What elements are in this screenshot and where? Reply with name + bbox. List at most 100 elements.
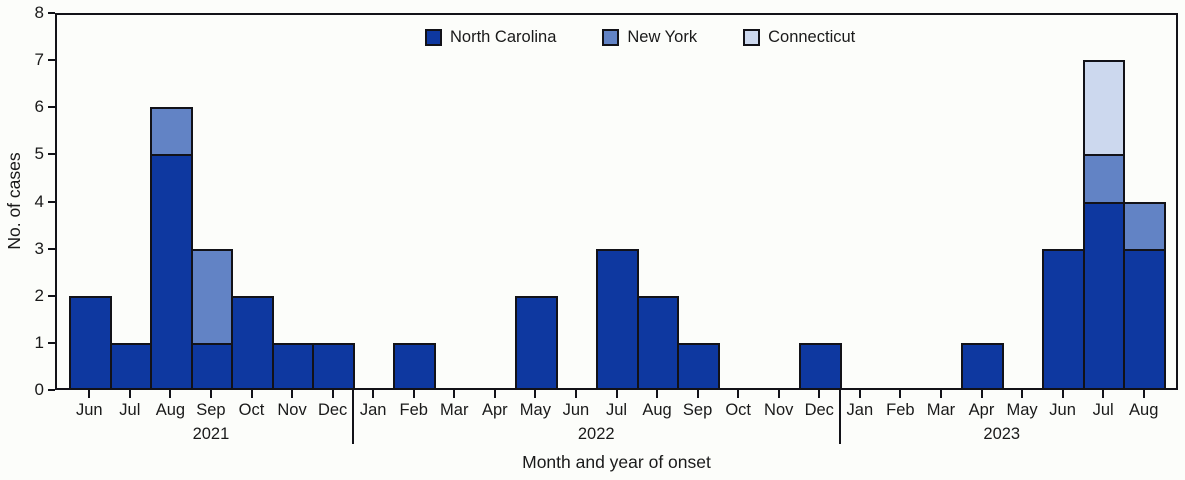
x-axis-tick (574, 390, 577, 398)
bar-segment-connecticut (1082, 60, 1126, 157)
bar-segment-north-carolina (636, 295, 680, 390)
y-tick-label: 1 (34, 332, 44, 352)
x-axis-tick (1142, 390, 1145, 398)
x-tick-label: Jul (1092, 401, 1114, 419)
x-axis-tick (331, 390, 334, 398)
x-axis-tick (1102, 390, 1105, 398)
legend-swatch-icon (743, 29, 761, 46)
bar-segment-new-york (190, 248, 234, 345)
y-axis-tick (48, 341, 55, 344)
y-tick-label: 2 (34, 285, 44, 305)
x-tick-label: Dec (317, 401, 348, 419)
y-tick-label: 4 (34, 191, 44, 211)
x-tick-label: Aug (1129, 401, 1159, 419)
x-axis-tick (534, 390, 537, 398)
y-tick-label: 3 (34, 238, 44, 258)
bar-segment-north-carolina (150, 154, 193, 390)
legend-item-new-york: New York (602, 28, 697, 47)
x-tick-label: Sep (682, 401, 713, 419)
x-axis-tick (1061, 390, 1064, 398)
x-axis-tick (372, 390, 375, 398)
bar-segment-north-carolina (1042, 248, 1085, 390)
y-tick-label: 7 (34, 50, 44, 70)
x-tick-label: Jul (605, 401, 628, 419)
x-axis-tick (453, 390, 456, 398)
y-tick-label: 8 (34, 3, 44, 22)
x-axis-tick (291, 390, 294, 398)
x-axis-tick (939, 390, 942, 398)
x-axis-tick (777, 390, 780, 398)
x-axis-tick (696, 390, 699, 398)
year-label: 2023 (983, 425, 1021, 443)
y-axis-tick (48, 106, 55, 109)
x-tick-label: Oct (238, 401, 265, 419)
x-axis-tick (169, 390, 172, 398)
bar-segment-north-carolina (1123, 248, 1166, 390)
y-axis-tick (48, 294, 55, 297)
x-axis-tick (858, 390, 861, 398)
x-tick-label: May (519, 401, 551, 419)
x-tick-label: Jan (846, 401, 874, 419)
x-tick-label: Aug (642, 401, 672, 419)
x-tick-label: Oct (725, 401, 751, 419)
x-tick-label: Jul (119, 401, 141, 419)
legend-item-north-carolina: North Carolina (425, 28, 556, 47)
y-axis-tick (48, 389, 55, 391)
x-tick-label: Sep (196, 401, 226, 419)
bar-segment-north-carolina (271, 342, 315, 390)
x-tick-label: Aug (155, 401, 186, 419)
bar-segment-north-carolina (961, 342, 1004, 390)
x-tick-label: Mar (926, 401, 956, 419)
x-tick-label: Jun (1049, 401, 1076, 419)
bar-segment-north-carolina (69, 295, 112, 390)
x-tick-label: Dec (804, 401, 834, 419)
bar-segment-north-carolina (799, 342, 842, 390)
year-label: 2022 (577, 425, 615, 443)
y-tick-label: 6 (34, 97, 44, 117)
bar-segment-north-carolina (677, 342, 720, 390)
y-tick-label: 0 (34, 380, 44, 399)
bar-segment-new-york (150, 107, 193, 157)
bar-segment-new-york (1123, 201, 1166, 251)
x-tick-label: Apr (481, 401, 508, 419)
y-tick-label: 5 (34, 144, 44, 164)
x-axis-tick (980, 390, 983, 398)
chart-legend: North Carolina New York Connecticut (425, 28, 855, 47)
legend-swatch-icon (602, 29, 620, 46)
x-axis-tick (412, 390, 415, 398)
x-axis-title: Month and year of onset (522, 452, 711, 472)
year-separator (838, 390, 841, 444)
bar-segment-north-carolina (1082, 201, 1126, 390)
bar-segment-north-carolina (231, 295, 274, 390)
x-tick-label: Jun (75, 401, 103, 419)
legend-swatch-icon (425, 29, 442, 46)
legend-item-connecticut: Connecticut (743, 28, 855, 47)
bar-segment-north-carolina (109, 342, 153, 390)
x-axis-tick (615, 390, 618, 398)
x-tick-label: Nov (764, 401, 794, 419)
x-tick-label: Jun (562, 401, 590, 419)
legend-label: Connecticut (768, 28, 856, 46)
bar-segment-new-york (1082, 154, 1126, 204)
y-axis-tick (48, 12, 55, 14)
bar-segment-north-carolina (515, 295, 558, 390)
bar-segment-north-carolina (596, 248, 639, 390)
x-tick-label: May (1006, 401, 1038, 419)
bar-segment-north-carolina (190, 342, 234, 390)
x-axis-tick (250, 390, 253, 398)
y-axis-tick (48, 200, 55, 203)
year-separator (351, 390, 354, 444)
year-label: 2021 (192, 425, 230, 443)
x-axis-tick (493, 390, 496, 398)
bar-segment-north-carolina (312, 342, 355, 390)
y-axis-tick (48, 247, 55, 250)
x-tick-label: Feb (399, 401, 428, 419)
x-axis-tick (88, 390, 91, 398)
x-tick-label: Feb (886, 401, 915, 419)
y-axis-tick (48, 153, 55, 156)
x-tick-label: Jan (359, 401, 387, 419)
x-axis-tick (737, 390, 740, 398)
x-tick-label: Nov (277, 401, 307, 419)
x-axis-tick (209, 390, 212, 398)
